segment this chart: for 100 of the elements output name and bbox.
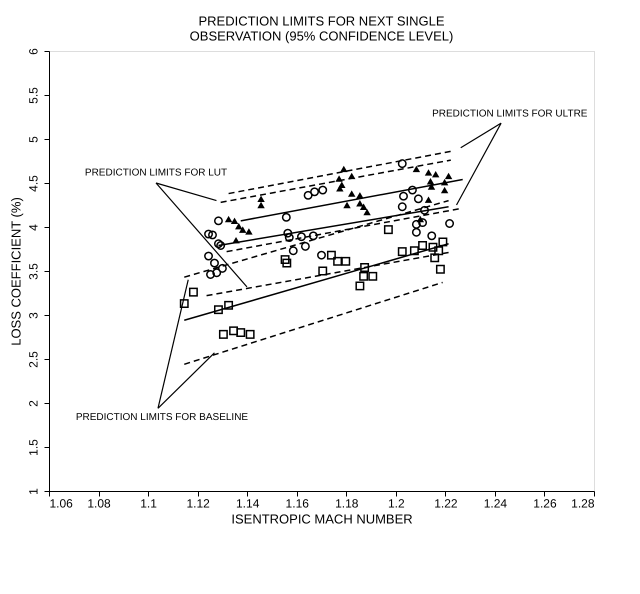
x-tick-label: 1.06 xyxy=(50,496,74,510)
point xyxy=(348,190,356,197)
y-axis-title: LOSS COEFFICIENT (%) xyxy=(8,197,24,346)
point xyxy=(420,206,430,215)
x-tick-label: 1.16 xyxy=(286,496,310,510)
point xyxy=(341,256,350,266)
point xyxy=(440,186,448,194)
x-tick-label: 1.2 xyxy=(388,496,405,510)
point xyxy=(444,172,452,180)
chart-title: PREDICTION LIMITS FOR NEXT SINGLE OBSERVATION (95% CONFIDENCE LEVEL) xyxy=(190,14,454,44)
point xyxy=(428,242,438,252)
point xyxy=(336,185,344,192)
x-axis-title: ISENTROPIC MACH NUMBER xyxy=(231,512,413,526)
point xyxy=(180,299,189,308)
point xyxy=(368,272,378,281)
point xyxy=(384,225,393,234)
point xyxy=(412,220,421,229)
point xyxy=(410,246,419,256)
point xyxy=(224,216,232,222)
y-tick-label: 1.5 xyxy=(26,438,40,456)
point xyxy=(318,186,328,194)
point xyxy=(229,326,238,336)
x-tick-label: 1.12 xyxy=(186,496,210,510)
y-tick-label: 2 xyxy=(26,400,40,407)
point xyxy=(438,238,448,246)
point xyxy=(282,258,292,268)
point xyxy=(360,263,370,272)
x-tick-label: 1.24 xyxy=(484,496,508,510)
point xyxy=(432,170,440,178)
point xyxy=(230,218,238,224)
point xyxy=(356,200,364,206)
point xyxy=(214,216,223,226)
point xyxy=(235,222,242,230)
point xyxy=(436,264,445,274)
point xyxy=(398,202,407,212)
x-tick-label: 1.28 xyxy=(571,496,595,510)
point xyxy=(280,255,290,264)
point xyxy=(416,216,424,222)
point xyxy=(399,192,408,201)
point xyxy=(224,300,234,310)
x-tick-label: 1.18 xyxy=(335,496,359,510)
point xyxy=(208,230,217,240)
point xyxy=(317,250,326,260)
point xyxy=(318,266,328,276)
point xyxy=(326,250,336,260)
y-tick-label: 5.5 xyxy=(26,86,40,104)
point xyxy=(424,196,432,203)
point xyxy=(257,202,265,208)
point xyxy=(257,196,265,202)
point xyxy=(188,288,198,297)
annotation: PREDICTION LIMITS FOR BASELINE xyxy=(76,412,248,424)
y-tick-label: 4 xyxy=(26,224,40,231)
point xyxy=(412,228,421,237)
point xyxy=(427,231,436,240)
point xyxy=(359,272,368,281)
point xyxy=(398,159,407,168)
y-tick-label: 5 xyxy=(26,136,40,143)
point xyxy=(218,330,228,339)
annotation: PREDICTION LIMITS FOR LUT xyxy=(84,167,228,178)
point xyxy=(304,190,313,200)
y-tick-label: 1 xyxy=(26,488,40,495)
point xyxy=(426,178,434,184)
point xyxy=(245,228,253,235)
point xyxy=(424,169,432,176)
point xyxy=(308,231,318,240)
point xyxy=(288,246,298,256)
y-tick-label: 3 xyxy=(26,312,40,319)
point xyxy=(218,264,227,273)
point xyxy=(212,268,222,278)
x-tick-label: 1.26 xyxy=(533,496,557,510)
point xyxy=(296,232,306,242)
point xyxy=(360,204,368,210)
x-tick-label: 1.22 xyxy=(434,496,458,510)
point xyxy=(430,253,440,262)
x-tick-label: 1.1 xyxy=(140,496,158,510)
point xyxy=(214,305,223,314)
annotation: PREDICTION LIMITS FOR ULTRE xyxy=(432,108,588,120)
x-tick-label: 1.08 xyxy=(87,496,112,510)
x-tick-label: 1.14 xyxy=(236,496,260,510)
y-tick-label: 6 xyxy=(26,48,40,55)
y-tick-label: 2.5 xyxy=(26,350,40,368)
point xyxy=(355,282,364,290)
point xyxy=(204,230,213,238)
point xyxy=(414,194,423,204)
point xyxy=(206,270,215,279)
point xyxy=(418,241,428,250)
point xyxy=(283,228,292,238)
point xyxy=(246,330,255,339)
y-tick-label: 4.5 xyxy=(26,174,40,192)
point xyxy=(412,166,420,172)
point xyxy=(445,219,454,228)
point xyxy=(398,247,407,256)
point xyxy=(300,242,310,251)
point xyxy=(343,202,351,208)
point xyxy=(236,328,246,338)
point xyxy=(310,187,320,196)
point xyxy=(434,246,444,256)
point xyxy=(363,208,371,216)
point xyxy=(204,252,213,260)
point xyxy=(214,239,223,248)
